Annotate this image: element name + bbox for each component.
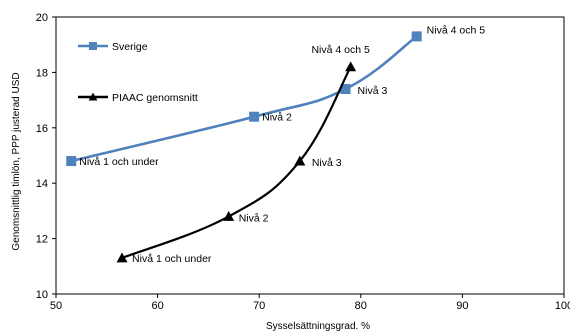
data-point <box>116 252 128 263</box>
data-label: Nivå 1 och under <box>132 253 212 265</box>
data-point <box>294 155 306 166</box>
data-point <box>223 210 235 221</box>
data-label: Nivå 1 och under <box>79 156 159 168</box>
axes: 50 60 70 80 90 100 10 12 14 16 18 20 <box>36 12 570 312</box>
plot-frame <box>55 16 565 295</box>
data-point <box>340 84 351 95</box>
plot-area: Nivå 1 och under Nivå 2 Nivå 3 Nivå 4 och 5… <box>66 24 485 265</box>
data-point <box>66 156 77 167</box>
data-label: Nivå 4 och 5 <box>311 44 370 56</box>
y-tick-label: 10 <box>36 289 48 301</box>
series-line-1 <box>121 66 352 260</box>
legend-label-1: PIAAC genomsnitt <box>112 92 198 104</box>
legend: Sverige PIAAC genomsnitt <box>78 41 198 104</box>
x-tick-label: 80 <box>355 300 367 312</box>
x-axis-title: Sysselsättningsgrad. % <box>266 321 370 332</box>
y-tick-label: 12 <box>36 234 48 246</box>
data-point <box>345 61 357 72</box>
x-tick-label: 70 <box>253 300 265 312</box>
y-tick-label: 18 <box>36 67 48 79</box>
x-tick-label: 50 <box>50 300 62 312</box>
legend-label-0: Sverige <box>112 41 148 53</box>
y-axis-title: Genomsnittlig timlön, PPP justerad USD <box>11 72 22 250</box>
x-tick-label: 90 <box>456 300 468 312</box>
y-tick-label: 14 <box>36 178 48 190</box>
y-tick-label: 20 <box>36 12 48 24</box>
legend-marker-1 <box>88 92 98 101</box>
data-label: Nivå 2 <box>239 212 269 224</box>
data-point <box>411 31 422 42</box>
series-line-0 <box>70 35 418 163</box>
data-label: Nivå 2 <box>262 112 292 124</box>
x-tick-label: 60 <box>151 300 163 312</box>
data-label: Nivå 3 <box>358 85 388 97</box>
legend-marker-0 <box>89 42 97 50</box>
y-tick-label: 16 <box>36 123 48 135</box>
data-label: Nivå 3 <box>312 157 342 169</box>
x-tick-label: 100 <box>555 300 570 312</box>
data-label: Nivå 4 och 5 <box>427 24 486 36</box>
data-point <box>249 111 260 122</box>
